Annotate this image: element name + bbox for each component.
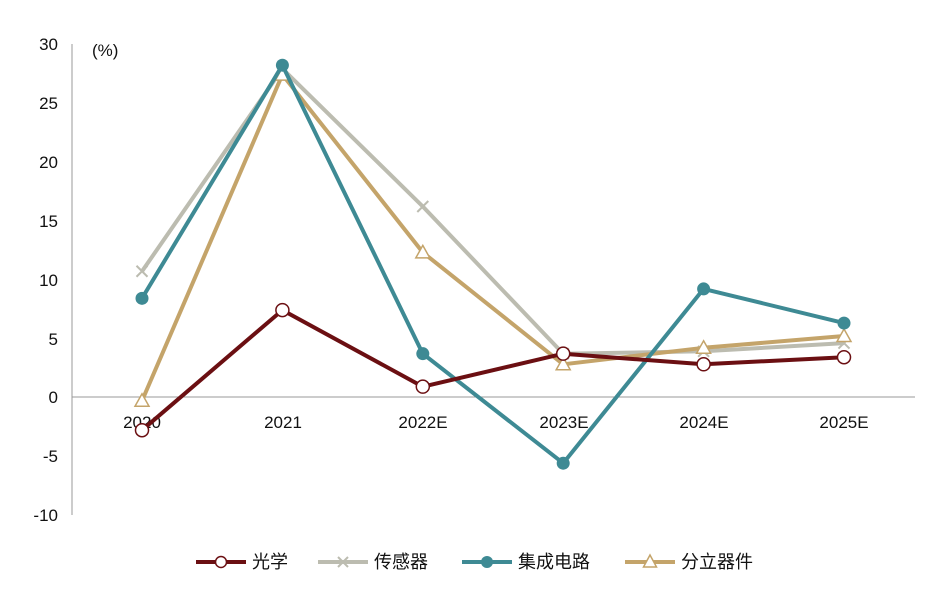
legend-label-optics: 光学 [252,552,288,573]
data-point-sensors [416,200,430,213]
data-point-optics [275,302,290,318]
legend-item-sensors: 传感器 [318,552,428,573]
data-point-ic [416,347,430,361]
series-ic [135,58,851,470]
legend-label-ic: 集成电路 [518,552,590,573]
x-tick-label: 2020 [123,413,161,432]
data-point-ic [837,316,851,330]
x-tick-label: 2024E [679,413,728,432]
x-tick-label: 2023E [539,413,588,432]
data-point-ic [135,291,149,305]
legend-item-optics: 光学 [196,552,288,573]
series-line-discrete [140,72,845,402]
series-line-ic [140,63,845,466]
data-point-discrete [133,392,151,408]
data-point-optics [696,357,711,372]
data-point-ic [697,282,711,296]
data-point-discrete [554,355,572,371]
legend-label-sensors: 传感器 [374,552,428,573]
x-tick-label: 2022E [398,413,447,432]
data-point-discrete [414,243,432,259]
y-tick-labels: 30 25 20 15 10 5 0 -5 -10 [33,35,58,525]
data-point-optics [836,349,852,365]
y-tick-label: 10 [39,271,58,290]
legend-item-discrete: 分立器件 [625,552,753,573]
data-point-optics [134,422,150,438]
series-sensors [135,62,851,360]
series-line-optics [140,308,845,432]
series-layer [133,58,853,470]
data-point-discrete [695,339,712,355]
series-line-sensors [140,66,845,356]
legend-item-ic: 集成电路 [462,552,590,573]
y-tick-label: -5 [43,447,58,466]
data-point-optics [555,346,571,361]
series-discrete [133,66,853,408]
y-tick-label: 30 [39,35,58,54]
x-tick-label: 2025E [819,413,868,432]
x-tick-labels: 2020 2021 2022E 2023E 2024E 2025E [123,413,869,432]
legend-marker-sensors [337,556,349,568]
legend-marker-ic [481,556,493,568]
y-tick-label: 15 [39,212,58,231]
y-tick-label: 5 [49,330,58,349]
y-unit-label: (%) [92,41,118,60]
data-point-ic [556,456,570,470]
y-tick-label: 20 [39,153,58,172]
legend-label-discrete: 分立器件 [681,552,753,573]
x-tick-label: 2021 [264,413,302,432]
data-point-sensors [135,265,149,278]
legend-marker-discrete [642,553,658,568]
data-point-optics [415,379,431,394]
legend-marker-optics [214,555,228,569]
series-optics [134,302,852,438]
y-tick-label: 25 [39,94,58,113]
y-tick-label: 0 [49,388,58,407]
data-point-ic [275,58,289,72]
y-tick-label: -10 [33,506,58,525]
legend: 光学 传感器 集成电路 分立器件 [196,552,753,573]
data-point-discrete [835,327,853,343]
